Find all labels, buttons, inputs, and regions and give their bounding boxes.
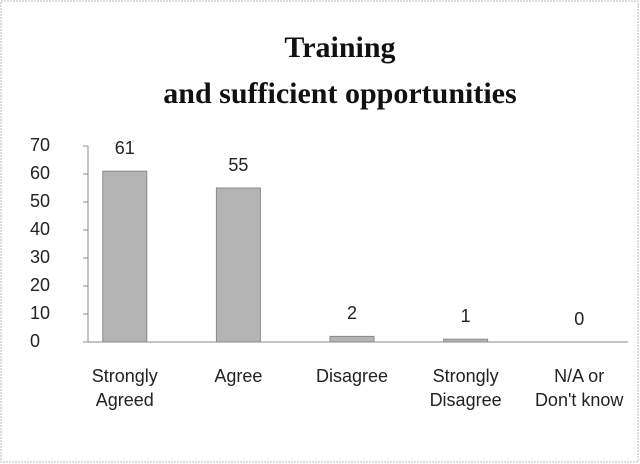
data-label: 2 [347, 303, 357, 323]
x-tick-label: Disagree [315, 366, 389, 386]
x-tick-label: N/A or Don't know [534, 366, 624, 410]
data-label: 0 [574, 309, 584, 329]
chart-title: and sufficient opportunities [163, 77, 516, 110]
bar [215, 187, 261, 343]
x-tick-label: Strongly Disagree [429, 366, 502, 410]
x-tick-label: Agree [214, 366, 263, 386]
bar [102, 170, 148, 343]
data-label: 55 [228, 155, 248, 175]
y-tick-label: 70 [30, 135, 50, 155]
bar [329, 335, 375, 343]
chart-title: Training [284, 31, 395, 64]
x-tick-label: Strongly Agreed [91, 366, 158, 410]
y-tick-label: 60 [30, 163, 50, 183]
y-tick-label: 50 [30, 191, 50, 211]
data-label: 1 [461, 306, 471, 326]
y-tick-label: 20 [30, 275, 50, 295]
bar [443, 338, 489, 343]
y-tick-label: 0 [30, 331, 40, 351]
y-tick-label: 30 [30, 247, 50, 267]
data-label: 61 [115, 138, 135, 158]
y-tick-label: 40 [30, 219, 50, 239]
y-tick-label: 10 [30, 303, 50, 323]
